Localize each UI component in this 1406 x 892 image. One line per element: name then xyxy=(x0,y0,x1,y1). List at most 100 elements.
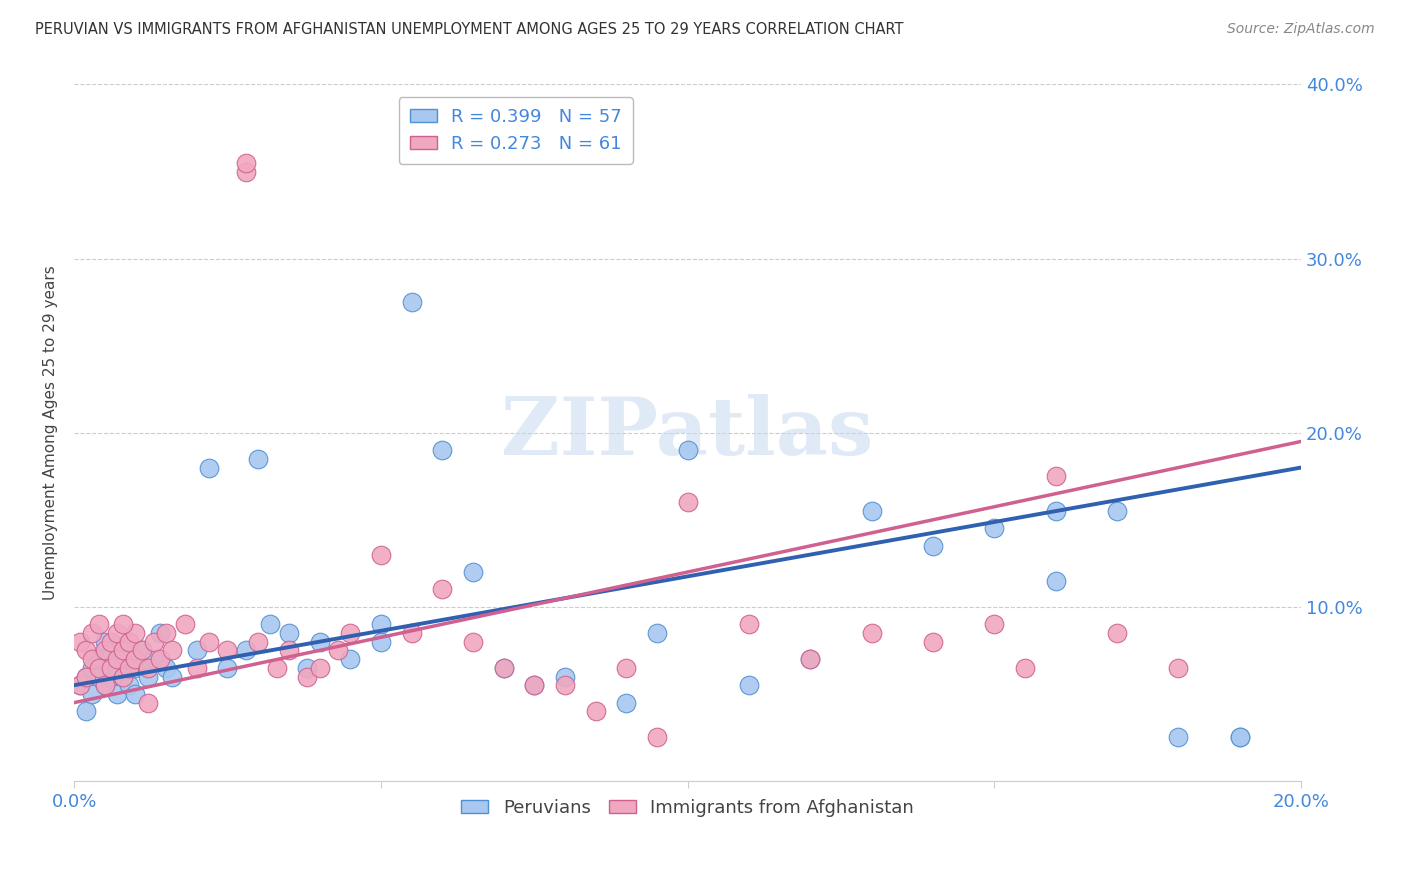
Point xyxy=(149,626,172,640)
Point xyxy=(676,495,699,509)
Text: Source: ZipAtlas.com: Source: ZipAtlas.com xyxy=(1227,22,1375,37)
Point xyxy=(432,443,454,458)
Point xyxy=(94,678,117,692)
Point xyxy=(69,678,91,692)
Point xyxy=(297,661,319,675)
Point xyxy=(82,652,104,666)
Point xyxy=(614,661,637,675)
Point xyxy=(173,617,195,632)
Point xyxy=(922,634,945,648)
Point xyxy=(922,539,945,553)
Point xyxy=(124,661,146,675)
Point xyxy=(554,678,576,692)
Point xyxy=(100,634,122,648)
Point xyxy=(112,643,135,657)
Point xyxy=(461,565,484,579)
Point xyxy=(155,661,177,675)
Point xyxy=(1045,504,1067,518)
Point xyxy=(75,669,97,683)
Point xyxy=(247,634,270,648)
Point xyxy=(142,652,165,666)
Point xyxy=(401,626,423,640)
Point xyxy=(105,652,128,666)
Point xyxy=(100,669,122,683)
Point xyxy=(554,669,576,683)
Point xyxy=(82,687,104,701)
Point xyxy=(198,460,221,475)
Point xyxy=(235,164,257,178)
Point xyxy=(1229,731,1251,745)
Point xyxy=(983,617,1005,632)
Point xyxy=(118,678,141,692)
Point xyxy=(142,634,165,648)
Point xyxy=(432,582,454,597)
Point xyxy=(247,451,270,466)
Legend: Peruvians, Immigrants from Afghanistan: Peruvians, Immigrants from Afghanistan xyxy=(454,792,921,824)
Point xyxy=(1167,731,1189,745)
Point xyxy=(645,626,668,640)
Point xyxy=(82,626,104,640)
Point xyxy=(585,704,607,718)
Y-axis label: Unemployment Among Ages 25 to 29 years: Unemployment Among Ages 25 to 29 years xyxy=(44,265,58,600)
Point xyxy=(75,669,97,683)
Point xyxy=(105,626,128,640)
Point xyxy=(131,643,153,657)
Point xyxy=(162,669,184,683)
Point xyxy=(75,704,97,718)
Point xyxy=(1229,731,1251,745)
Point xyxy=(1014,661,1036,675)
Point xyxy=(266,661,288,675)
Point xyxy=(277,643,299,657)
Point xyxy=(112,617,135,632)
Point xyxy=(308,634,330,648)
Point xyxy=(112,669,135,683)
Point xyxy=(87,669,110,683)
Point xyxy=(401,295,423,310)
Point xyxy=(339,652,361,666)
Point xyxy=(155,626,177,640)
Point xyxy=(112,652,135,666)
Point xyxy=(75,643,97,657)
Point xyxy=(738,617,761,632)
Point xyxy=(186,661,208,675)
Point xyxy=(124,626,146,640)
Point xyxy=(235,156,257,170)
Point xyxy=(82,661,104,675)
Point xyxy=(461,634,484,648)
Point xyxy=(69,634,91,648)
Point xyxy=(100,643,122,657)
Point xyxy=(69,678,91,692)
Point xyxy=(326,643,349,657)
Point xyxy=(112,669,135,683)
Point xyxy=(118,634,141,648)
Point xyxy=(186,643,208,657)
Point xyxy=(162,643,184,657)
Point xyxy=(523,678,546,692)
Point xyxy=(124,687,146,701)
Point xyxy=(124,652,146,666)
Point xyxy=(136,696,159,710)
Point xyxy=(1167,661,1189,675)
Text: PERUVIAN VS IMMIGRANTS FROM AFGHANISTAN UNEMPLOYMENT AMONG AGES 25 TO 29 YEARS C: PERUVIAN VS IMMIGRANTS FROM AFGHANISTAN … xyxy=(35,22,904,37)
Point xyxy=(297,669,319,683)
Point xyxy=(259,617,281,632)
Point xyxy=(492,661,515,675)
Point xyxy=(1045,469,1067,483)
Point xyxy=(136,669,159,683)
Point xyxy=(118,661,141,675)
Point xyxy=(87,661,110,675)
Point xyxy=(645,731,668,745)
Point xyxy=(370,548,392,562)
Point xyxy=(105,661,128,675)
Point xyxy=(860,626,883,640)
Point xyxy=(277,626,299,640)
Point xyxy=(370,617,392,632)
Point xyxy=(799,652,821,666)
Point xyxy=(87,617,110,632)
Point xyxy=(1107,626,1129,640)
Point xyxy=(860,504,883,518)
Point xyxy=(235,643,257,657)
Point xyxy=(1045,574,1067,588)
Point xyxy=(370,634,392,648)
Point xyxy=(94,678,117,692)
